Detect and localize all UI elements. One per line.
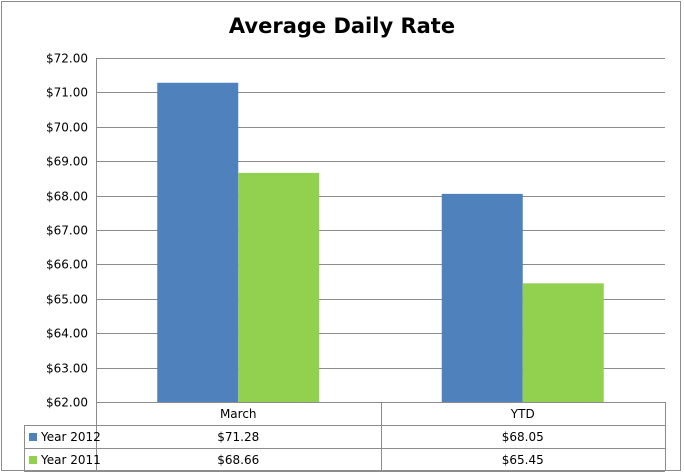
y-tick-label: $66.00 [46, 258, 88, 272]
legend-swatch [29, 456, 37, 464]
y-tick-label: $62.00 [46, 396, 88, 410]
y-tick-label: $67.00 [46, 224, 88, 238]
y-tick-label: $71.00 [46, 86, 88, 100]
bar [441, 193, 523, 402]
legend-entry: Year 2011 [40, 453, 101, 467]
data-label: $71.28 [217, 430, 259, 444]
legend-entry: Year 2012 [40, 430, 101, 444]
x-category-label: March [220, 407, 257, 421]
x-category-label: YTD [510, 407, 535, 421]
bar [238, 172, 320, 402]
y-tick-label: $65.00 [46, 293, 88, 307]
y-tick-label: $63.00 [46, 362, 88, 376]
y-tick-label: $70.00 [46, 121, 88, 135]
y-tick-label: $69.00 [46, 155, 88, 169]
y-tick-label: $68.00 [46, 190, 88, 204]
data-label: $65.45 [502, 453, 544, 467]
data-label: $68.66 [217, 453, 259, 467]
data-label: $68.05 [502, 430, 544, 444]
bar [157, 82, 239, 402]
legend-swatch [29, 433, 37, 441]
y-tick-label: $64.00 [46, 327, 88, 341]
chart-title: Average Daily Rate [228, 14, 456, 38]
bar [522, 283, 604, 402]
y-tick-label: $72.00 [46, 52, 88, 66]
